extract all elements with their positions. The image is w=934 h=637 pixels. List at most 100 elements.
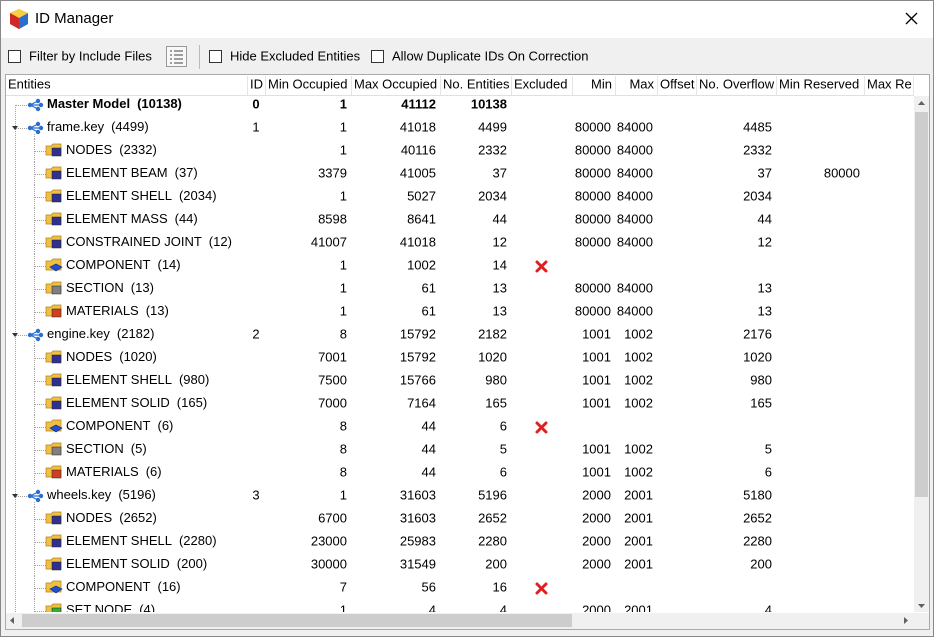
entity-count: (44) bbox=[175, 211, 198, 226]
column-header[interactable]: Min Reserved bbox=[779, 76, 859, 91]
cell-value: 5027 bbox=[407, 188, 436, 203]
cell-value: 3379 bbox=[318, 165, 347, 180]
header-background bbox=[6, 75, 914, 96]
column-header[interactable]: Max Re bbox=[867, 76, 912, 91]
table-row[interactable]: NODES (1020) 7001 15792 1020 1001 1002 1020 bbox=[34, 346, 773, 369]
entity-label: MATERIALS (13) bbox=[66, 303, 169, 318]
column-header[interactable]: Min bbox=[591, 76, 612, 91]
entity-name: ELEMENT SHELL bbox=[66, 372, 172, 387]
component-icon bbox=[49, 585, 63, 594]
table-row[interactable]: ELEMENT MASS (44) 8598 8641 44 80000 84000 44 bbox=[34, 208, 773, 231]
table-row[interactable]: NODES (2332) 1 40116 2332 80000 84000 2332 bbox=[34, 139, 773, 162]
column-header[interactable]: Min Occupied bbox=[268, 76, 347, 91]
tree-icon-node bbox=[35, 129, 41, 135]
cell-value: 4499 bbox=[478, 119, 507, 134]
cell-value: 1020 bbox=[478, 349, 507, 364]
vertical-scrollbar[interactable] bbox=[914, 96, 929, 612]
hide-excluded-label[interactable]: Hide Excluded Entities bbox=[230, 48, 361, 63]
table-row[interactable]: ELEMENT BEAM (37) 3379 41005 37 80000 84000 37 8… bbox=[34, 162, 861, 185]
excluded-mark bbox=[535, 421, 548, 434]
cell-value: 80000 bbox=[575, 142, 611, 157]
column-header[interactable]: Max bbox=[629, 76, 654, 91]
cell-value: 1002 bbox=[624, 326, 653, 341]
entity-count: (2280) bbox=[179, 533, 217, 548]
cell-value: 8598 bbox=[318, 211, 347, 226]
cell-value: 2332 bbox=[743, 142, 772, 157]
column-header[interactable]: Offset bbox=[660, 76, 695, 91]
entity-icon bbox=[51, 147, 62, 157]
allow-duplicates-checkbox[interactable] bbox=[371, 50, 384, 63]
cell-value: 84000 bbox=[617, 119, 653, 134]
column-header[interactable]: Max Occupied bbox=[354, 76, 437, 91]
list-view-button[interactable] bbox=[166, 46, 187, 67]
table-row[interactable]: SECTION (5) 8 44 5 1001 1002 5 bbox=[34, 438, 773, 461]
entity-count: (2034) bbox=[179, 188, 217, 203]
table-row[interactable]: MATERIALS (13) 1 61 13 80000 84000 13 bbox=[34, 300, 773, 323]
entity-name: ELEMENT SOLID bbox=[66, 395, 170, 410]
cell-value: 80000 bbox=[575, 280, 611, 295]
table-row[interactable]: ELEMENT SOLID (200) 30000 31549 200 2000 2001 2… bbox=[34, 553, 773, 576]
tree-icon-node bbox=[35, 328, 41, 334]
table-row[interactable]: MATERIALS (6) 8 44 6 1001 1002 6 bbox=[34, 461, 773, 484]
table-row[interactable]: ELEMENT SOLID (165) 7000 7164 165 1001 1002 165 bbox=[34, 392, 773, 415]
table-row[interactable]: COMPONENT (6) 8 44 6 bbox=[34, 415, 548, 438]
expand-arrow[interactable] bbox=[12, 494, 18, 498]
tree-icon-node bbox=[38, 332, 44, 338]
cell-value: 2182 bbox=[478, 326, 507, 341]
hide-excluded-checkbox[interactable] bbox=[209, 50, 222, 63]
entity-name: COMPONENT bbox=[66, 257, 151, 272]
entity-count: (5) bbox=[131, 441, 147, 456]
tree-icon-node bbox=[35, 497, 41, 503]
column-header[interactable]: Excluded bbox=[514, 76, 567, 91]
column-header[interactable]: No. Entities bbox=[443, 76, 510, 91]
cell-value: 1001 bbox=[582, 395, 611, 410]
cell-value: 980 bbox=[485, 372, 507, 387]
cell-value: 2000 bbox=[582, 510, 611, 525]
table-row[interactable]: Master Model (10138) 0 1 41112 10138 bbox=[16, 96, 507, 111]
table-row[interactable]: NODES (2652) 6700 31603 2652 2000 2001 2652 bbox=[34, 507, 773, 530]
entity-label: ELEMENT SHELL (2034) bbox=[66, 188, 217, 203]
entity-name: ELEMENT BEAM bbox=[66, 165, 168, 180]
cell-value: 80000 bbox=[824, 165, 860, 180]
table-row[interactable]: ELEMENT SHELL (980) 7500 15766 980 1001 1002 98… bbox=[34, 369, 773, 392]
entity-count: (10138) bbox=[137, 96, 182, 111]
cell-value: 980 bbox=[750, 372, 772, 387]
table-row[interactable]: SECTION (13) 1 61 13 80000 84000 13 bbox=[34, 277, 773, 300]
horizontal-scrollbar[interactable] bbox=[6, 613, 929, 629]
entity-icon bbox=[51, 538, 62, 548]
entity-count: (2332) bbox=[119, 142, 157, 157]
cell-value: 8 bbox=[340, 326, 347, 341]
filter-label[interactable]: Filter by Include Files bbox=[29, 48, 152, 63]
cell-value: 1002 bbox=[624, 395, 653, 410]
cell-value: 1002 bbox=[624, 372, 653, 387]
entity-label: ELEMENT SOLID (200) bbox=[66, 556, 207, 571]
column-header[interactable]: Entities bbox=[8, 76, 51, 91]
column-header[interactable]: No. Overflow bbox=[699, 76, 775, 91]
expand-arrow[interactable] bbox=[12, 126, 18, 130]
table-row[interactable]: SET NODE (4) 1 4 4 2000 2001 4 bbox=[34, 599, 773, 622]
close-button[interactable] bbox=[898, 8, 924, 30]
expand-arrow[interactable] bbox=[12, 333, 18, 337]
table-row[interactable]: ELEMENT SHELL (2280) 23000 25983 2280 2000 200… bbox=[34, 530, 773, 553]
table-row[interactable]: COMPONENT (14) 1 1002 14 bbox=[34, 254, 548, 277]
entity-count: (6) bbox=[158, 418, 174, 433]
cell-value: 25983 bbox=[400, 533, 436, 548]
cell-value: 37 bbox=[758, 165, 772, 180]
tree-icon-node bbox=[27, 332, 33, 338]
table-row[interactable]: frame.key (4499) 1 1 41018 4499 80000 84000 4485 bbox=[12, 119, 772, 140]
entity-label: CONSTRAINED JOINT (12) bbox=[66, 234, 232, 249]
excluded-mark bbox=[535, 260, 548, 273]
allow-duplicates-label[interactable]: Allow Duplicate IDs On Correction bbox=[392, 48, 589, 63]
table-row[interactable]: ELEMENT SHELL (2034) 1 5027 2034 80000 84000 20… bbox=[34, 185, 773, 208]
table-row[interactable]: CONSTRAINED JOINT (12) 41007 41018 12 80000 84… bbox=[34, 231, 773, 254]
title-bar bbox=[1, 1, 933, 38]
table-row[interactable]: COMPONENT (16) 7 56 16 bbox=[34, 576, 548, 599]
cell-value: 10138 bbox=[471, 96, 507, 111]
entity-count: (14) bbox=[158, 257, 181, 272]
column-header[interactable]: ID bbox=[250, 76, 263, 91]
table-row[interactable]: engine.key (2182) 2 8 15792 2182 1001 1002 2176 bbox=[12, 326, 772, 347]
table-row[interactable]: wheels.key (5196) 3 1 31603 5196 2000 2001 5180 bbox=[12, 487, 772, 508]
cell-value: 6 bbox=[500, 418, 507, 433]
filter-checkbox[interactable] bbox=[8, 50, 21, 63]
cell-value: 1 bbox=[340, 602, 347, 617]
